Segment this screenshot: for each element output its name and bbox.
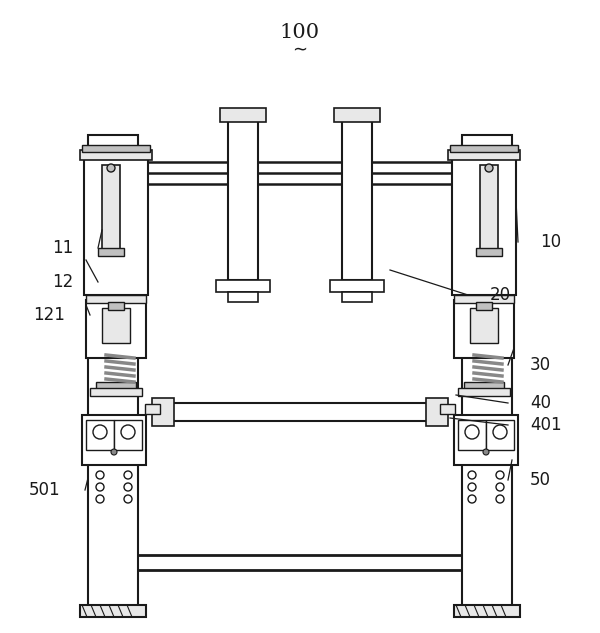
Bar [454, 605, 520, 617]
Bar [342, 292, 372, 302]
Text: 40: 40 [530, 394, 551, 412]
Text: 10: 10 [540, 233, 561, 251]
Circle shape [93, 425, 107, 439]
Text: 20: 20 [490, 286, 511, 304]
Text: 501: 501 [28, 481, 60, 499]
Circle shape [96, 471, 104, 479]
Bar [82, 415, 146, 465]
Circle shape [465, 425, 479, 439]
Text: 50: 50 [530, 471, 551, 489]
Bar [458, 388, 510, 396]
Bar [330, 280, 384, 292]
Bar [82, 145, 150, 152]
Bar [98, 248, 124, 256]
Bar [216, 280, 270, 292]
Bar [84, 155, 148, 295]
Bar [470, 308, 498, 343]
Circle shape [493, 425, 507, 439]
Text: 12: 12 [52, 273, 73, 291]
Circle shape [485, 164, 493, 172]
Bar [152, 398, 174, 426]
Bar [86, 300, 146, 358]
Bar [454, 300, 514, 358]
Circle shape [496, 483, 504, 491]
Circle shape [124, 483, 132, 491]
Bar [114, 420, 142, 450]
Circle shape [121, 425, 135, 439]
Circle shape [107, 164, 115, 172]
Text: 30: 30 [530, 356, 551, 374]
Bar [88, 135, 138, 610]
Text: 11: 11 [52, 239, 73, 257]
Bar [86, 295, 146, 303]
Bar [96, 382, 136, 390]
Text: 121: 121 [33, 306, 65, 324]
Bar [454, 415, 518, 465]
Circle shape [96, 495, 104, 503]
Bar [220, 108, 266, 122]
Circle shape [124, 471, 132, 479]
Bar [80, 605, 146, 617]
Bar [426, 398, 448, 426]
Circle shape [483, 449, 489, 455]
Bar [228, 120, 258, 280]
Bar [458, 420, 486, 450]
Bar [90, 388, 142, 396]
Circle shape [468, 495, 476, 503]
Text: 100: 100 [280, 23, 320, 42]
Bar [454, 295, 514, 303]
Bar [464, 382, 504, 390]
Text: ∼: ∼ [292, 41, 308, 59]
Bar [476, 302, 492, 310]
Circle shape [111, 449, 117, 455]
Circle shape [124, 495, 132, 503]
Bar [334, 108, 380, 122]
Bar [452, 155, 516, 295]
Bar [480, 165, 498, 255]
Bar [462, 135, 512, 610]
Bar [108, 302, 124, 310]
Bar [228, 292, 258, 302]
Circle shape [96, 483, 104, 491]
Bar [163, 403, 437, 421]
Bar [448, 150, 520, 160]
Bar [440, 404, 455, 414]
Circle shape [468, 483, 476, 491]
Bar [145, 404, 160, 414]
Bar [80, 150, 152, 160]
Bar [102, 308, 130, 343]
Bar [342, 120, 372, 280]
Circle shape [468, 471, 476, 479]
Circle shape [496, 471, 504, 479]
Bar [486, 420, 514, 450]
Bar [450, 145, 518, 152]
Bar [86, 420, 114, 450]
Bar [102, 165, 120, 255]
Bar [476, 248, 502, 256]
Circle shape [496, 495, 504, 503]
Text: 401: 401 [530, 416, 562, 434]
